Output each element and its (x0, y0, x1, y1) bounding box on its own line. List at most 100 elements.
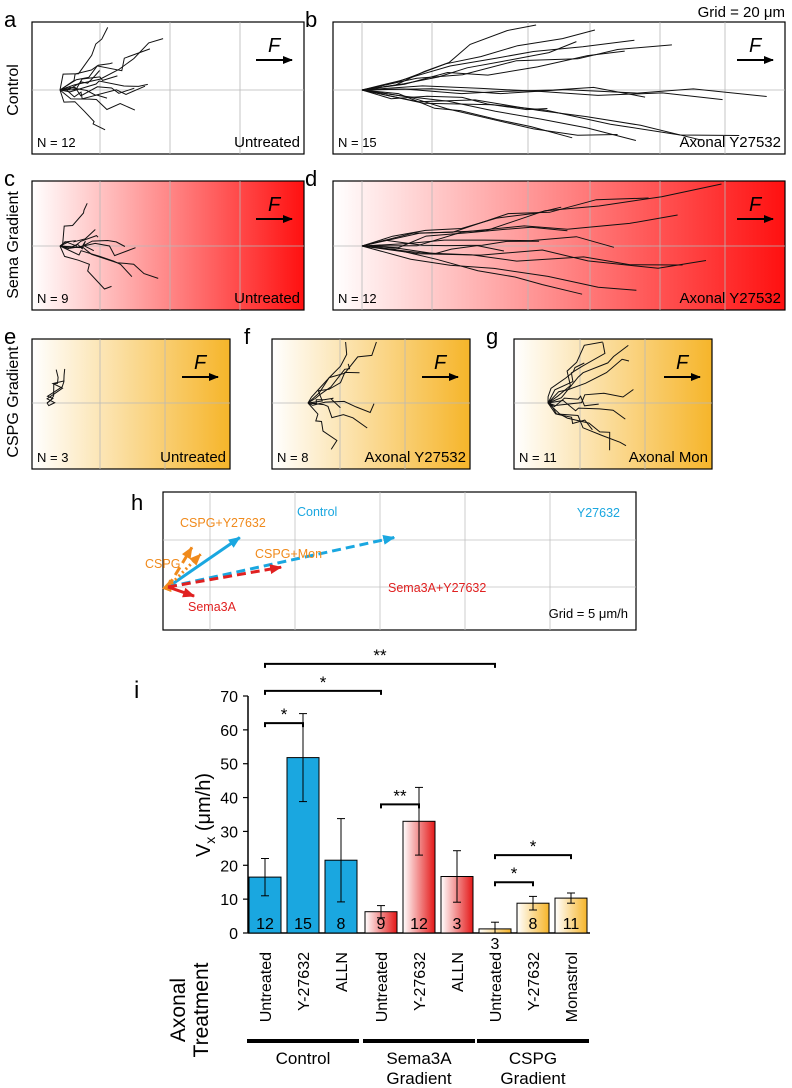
growth-cone-trajectory (59, 80, 148, 93)
growth-cone-trajectory (59, 62, 113, 91)
growth-cone-trajectory (307, 341, 348, 404)
force-label: F (268, 35, 282, 57)
growth-cone-trajectory (361, 86, 646, 98)
panel-letter-a: a (4, 7, 17, 32)
vector-label: Sema3A (188, 600, 237, 614)
group-label: Control (276, 1049, 331, 1068)
n-count-label: N = 3 (37, 450, 68, 465)
x-tick-label: Untreated (374, 952, 391, 1022)
bar-n-label: 12 (410, 916, 428, 933)
trajectory-panel-a: a F N = 12 Untreated (4, 7, 305, 155)
significance-bracket (264, 689, 382, 695)
growth-cone-trajectory (361, 245, 683, 266)
growth-cone-trajectory (361, 39, 635, 91)
growth-cone-trajectory (59, 203, 88, 247)
x-tick-label: Y-27632 (526, 952, 543, 1011)
y-tick-label: 20 (220, 858, 238, 875)
y-tick-label: 60 (220, 723, 238, 740)
n-count-label: N = 15 (338, 135, 377, 150)
x-axis-title-line2: Treatment (190, 962, 213, 1057)
growth-cone-trajectory (547, 362, 585, 404)
group-label-line2: Gradient (386, 1069, 451, 1088)
growth-cone-trajectory (307, 341, 377, 404)
significance-bracket (380, 803, 420, 809)
panel-letter-h: h (131, 490, 143, 515)
bar-n-label: 15 (294, 916, 312, 933)
panel-frame (513, 338, 713, 470)
y-tick-label: 70 (220, 689, 238, 706)
force-label: F (749, 194, 763, 216)
velocity-vector (167, 534, 396, 589)
growth-cone-trajectory (361, 89, 573, 139)
growth-cone-trajectory (361, 245, 637, 291)
bar-n-label: 3 (453, 916, 462, 933)
growth-cone-trajectory (361, 89, 548, 111)
significance-label: ** (393, 786, 407, 805)
growth-cone-trajectory (46, 380, 65, 407)
row-label-sema: Sema Gradient (5, 191, 22, 299)
significance-label: * (530, 837, 537, 856)
row-label-cspg: CSPG Gradient (5, 346, 22, 458)
grid-scale-label: Grid = 20 μm (698, 4, 785, 21)
treatment-label: Axonal Y27532 (365, 449, 466, 466)
treatment-label: Axonal Mon (629, 449, 708, 466)
x-tick-label: Untreated (258, 952, 275, 1022)
growth-cone-trajectory (59, 245, 133, 278)
growth-cone-trajectory (307, 363, 351, 404)
vector-grid-label: Grid = 5 μm/h (549, 606, 628, 621)
trajectory-panels: a F N = 12 Untreated b F N = 15 Axonal Y27532 c F… (4, 7, 786, 470)
significance-bracket (494, 854, 572, 860)
growth-cone-trajectory (361, 85, 723, 101)
treatment-label: Untreated (234, 290, 300, 307)
significance-label: * (320, 673, 327, 692)
force-label: F (268, 194, 282, 216)
trajectory-panel-f: f F N = 8 Axonal Y27532 (244, 324, 471, 470)
vector-summary-panel: h Control Y27632 CSPG+Y27632 CSPG+Mon CSPG Sem… (131, 490, 637, 631)
panel-frame (31, 338, 231, 470)
trajectory-panel-d: d F N = 12 Axonal Y27532 (305, 166, 786, 311)
growth-cone-trajectory (547, 399, 626, 420)
y-tick-label: 50 (220, 757, 238, 774)
treatment-label: Axonal Y27532 (680, 290, 781, 307)
growth-cone-trajectory (59, 245, 112, 290)
y-tick-label: 40 (220, 791, 238, 808)
x-tick-label: Y-27632 (296, 952, 313, 1011)
treatment-label: Axonal Y27532 (680, 134, 781, 151)
velocity-vector (167, 585, 196, 598)
growth-cone-trajectory (307, 400, 375, 414)
vector-label: CSPG+Mon (255, 547, 322, 561)
panel-frame (271, 338, 471, 470)
y-axis-label: Vx (μm/h) (193, 773, 218, 857)
x-tick-label: Untreated (488, 952, 505, 1022)
row-label-control: Control (5, 64, 22, 116)
n-count-label: N = 12 (37, 135, 76, 150)
growth-cone-trajectory (59, 75, 118, 91)
x-tick-label: Monastrol (564, 952, 581, 1022)
force-label: F (676, 352, 690, 374)
growth-cone-trajectory (361, 50, 625, 91)
growth-cone-trajectory (59, 89, 136, 111)
velocity-vector (167, 536, 241, 589)
bar-chart-panel: i 0 10 20 30 40 50 60 70 Vx (μm/h) 12 Untreated 15 Y-… (134, 646, 590, 1088)
n-count-label: N = 12 (338, 291, 377, 306)
y-tick-label: 10 (220, 892, 238, 909)
trajectory-panel-c: c F N = 9 Untreated (4, 166, 305, 311)
panel-letter-i: i (134, 677, 139, 704)
force-label: F (749, 35, 763, 57)
panel-letter-d: d (305, 166, 317, 191)
bar-n-label: 9 (377, 916, 386, 933)
growth-cone-trajectory (307, 402, 338, 450)
force-label: F (194, 352, 208, 374)
velocity-vector (167, 564, 283, 589)
vector-label: CSPG+Y27632 (180, 516, 266, 530)
vector-label: CSPG (145, 557, 180, 571)
n-count-label: N = 8 (277, 450, 308, 465)
growth-cone-trajectory (547, 402, 627, 447)
bar-n-label: 8 (529, 916, 538, 933)
force-label: F (434, 352, 448, 374)
group-label: Sema3A (386, 1049, 452, 1068)
vector-label: Sema3A+Y27632 (388, 581, 486, 595)
panel-letter-b: b (305, 7, 317, 32)
panel-letter-g: g (486, 324, 498, 349)
